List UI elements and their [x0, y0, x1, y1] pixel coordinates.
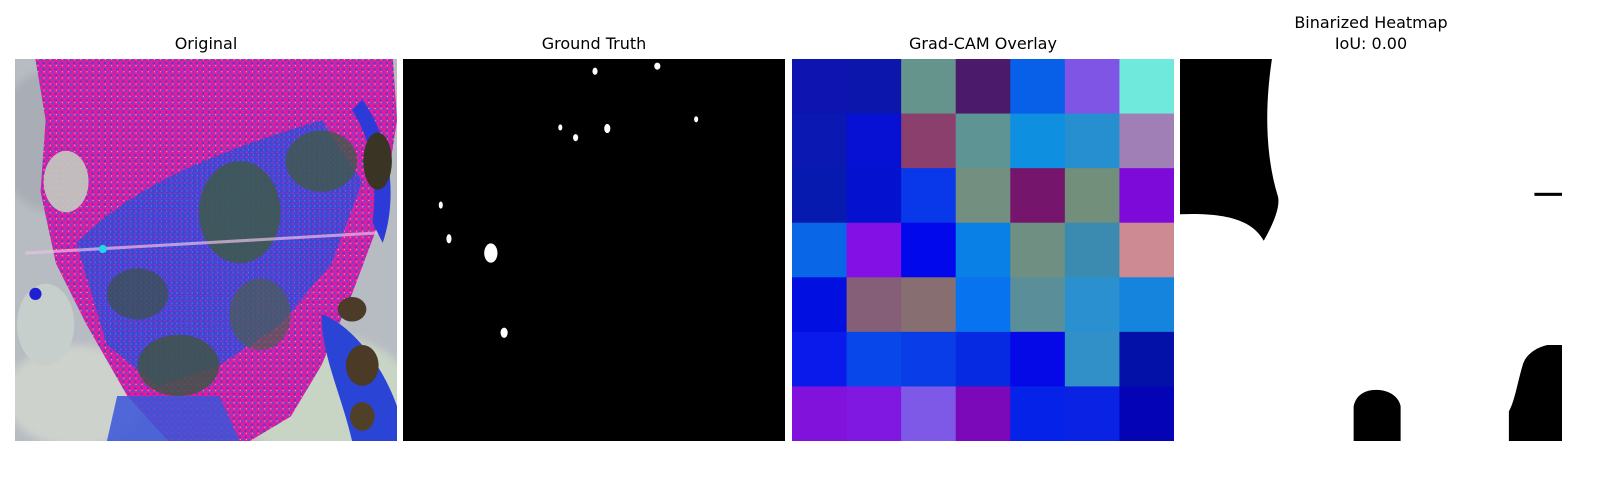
heatmap-cell	[1010, 168, 1065, 223]
heatmap-cell	[901, 332, 956, 387]
heatmap-cell	[1119, 277, 1174, 332]
heatmap-cell	[956, 332, 1011, 387]
heatmap-cell	[1119, 332, 1174, 387]
heatmap-cell	[901, 223, 956, 278]
heatmap-cell	[847, 114, 902, 169]
heatmap-cell	[956, 277, 1011, 332]
original-leaf-image	[15, 59, 397, 441]
panel-original: Original	[15, 0, 397, 500]
heatmap-cell	[792, 332, 847, 387]
heatmap-cell	[1065, 168, 1120, 223]
heatmap-cell	[792, 114, 847, 169]
heatmap-cell	[847, 386, 902, 441]
heatmap-cell	[1065, 277, 1120, 332]
heatmap-cell	[792, 168, 847, 223]
heatmap-cell	[792, 386, 847, 441]
panel-gradcam-overlay: Grad-CAM Overlay	[792, 0, 1174, 500]
heatmap-cell	[956, 223, 1011, 278]
heatmap-cell	[847, 168, 902, 223]
heatmap-cell	[1065, 59, 1120, 114]
heatmap-cell	[792, 223, 847, 278]
heatmap-cell	[901, 277, 956, 332]
panel-title-gradcam-overlay: Grad-CAM Overlay	[792, 33, 1174, 54]
heatmap-cell	[1065, 223, 1120, 278]
heatmap-cell	[1010, 386, 1065, 441]
heatmap-cell	[901, 114, 956, 169]
binarized-heatmap-mask	[1180, 59, 1562, 441]
heatmap-cell	[1010, 114, 1065, 169]
heatmap-cell	[1065, 332, 1120, 387]
heatmap-cell	[901, 168, 956, 223]
heatmap-cell	[847, 223, 902, 278]
heatmap-cell	[792, 59, 847, 114]
heatmap-cell	[1065, 114, 1120, 169]
heatmap-cell	[956, 386, 1011, 441]
heatmap-cell	[901, 386, 956, 441]
panel-binarized-heatmap: Binarized Heatmap IoU: 0.00	[1180, 0, 1562, 500]
heatmap-cell	[1119, 386, 1174, 441]
heatmap-cell	[956, 114, 1011, 169]
heatmap-cell	[1119, 223, 1174, 278]
gradcam-overlay-heatmap	[792, 59, 1174, 441]
heatmap-cell	[847, 277, 902, 332]
heatmap-cell	[1010, 332, 1065, 387]
heatmap-cell	[1010, 223, 1065, 278]
heatmap-cell	[956, 59, 1011, 114]
heatmap-cell	[956, 168, 1011, 223]
heatmap-cell	[1119, 59, 1174, 114]
heatmap-cell	[1010, 59, 1065, 114]
heatmap-cell	[1065, 386, 1120, 441]
heatmap-cell	[1119, 114, 1174, 169]
heatmap-cell	[792, 277, 847, 332]
panel-title-ground-truth: Ground Truth	[403, 33, 785, 54]
panel-title-original: Original	[15, 33, 397, 54]
panel-title-binarized-heatmap: Binarized Heatmap	[1180, 12, 1562, 33]
heatmap-cell	[1010, 277, 1065, 332]
panel-ground-truth: Ground Truth	[403, 0, 785, 500]
iou-score-label: IoU: 0.00	[1180, 33, 1562, 54]
heatmap-cell	[1119, 168, 1174, 223]
heatmap-cell	[901, 59, 956, 114]
ground-truth-mask	[403, 59, 785, 441]
heatmap-cell	[847, 332, 902, 387]
heatmap-cell	[847, 59, 902, 114]
